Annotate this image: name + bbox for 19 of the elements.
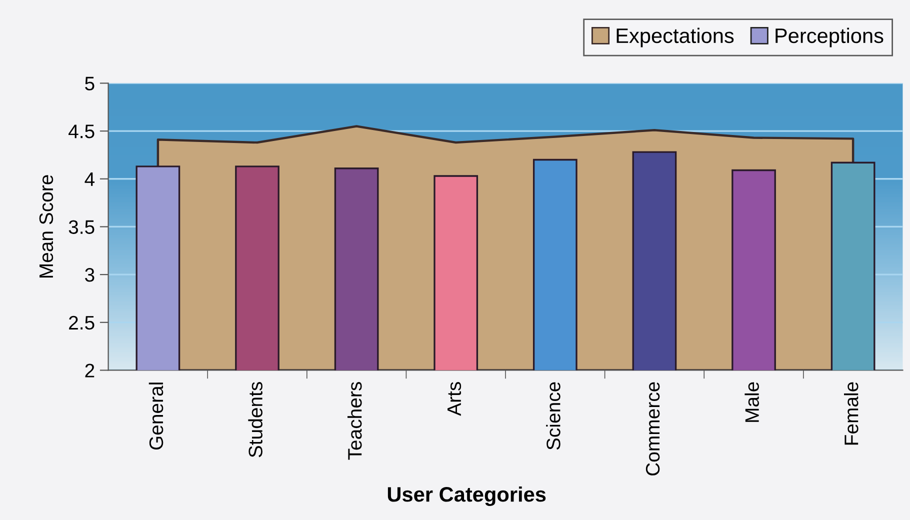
y-tick-label: 4 (84, 172, 95, 186)
y-tick-label: 3.5 (68, 220, 94, 234)
y-axis-title: Mean Score (39, 175, 54, 278)
y-tick-label: 2 (85, 364, 94, 378)
legend-label: Expectations (616, 28, 734, 48)
x-tick-label: Arts (448, 382, 462, 416)
y-tick-label: 5 (85, 76, 94, 90)
y-tick-label: 2.5 (69, 316, 94, 330)
x-tick-label: General (148, 382, 164, 450)
y-tick-label: 4.5 (68, 124, 94, 138)
y-tick-label: 3 (85, 268, 94, 282)
legend-label: Perceptions (776, 28, 884, 48)
x-tick-label: Female (844, 382, 858, 445)
x-tick-label: Science (546, 382, 560, 450)
x-tick-label: Commerce (646, 382, 660, 476)
x-tick-label: Male (744, 382, 759, 422)
x-tick-label: Students (248, 382, 262, 458)
x-axis-title: User Categories (388, 486, 546, 506)
x-tick-label: Teachers (347, 382, 362, 460)
